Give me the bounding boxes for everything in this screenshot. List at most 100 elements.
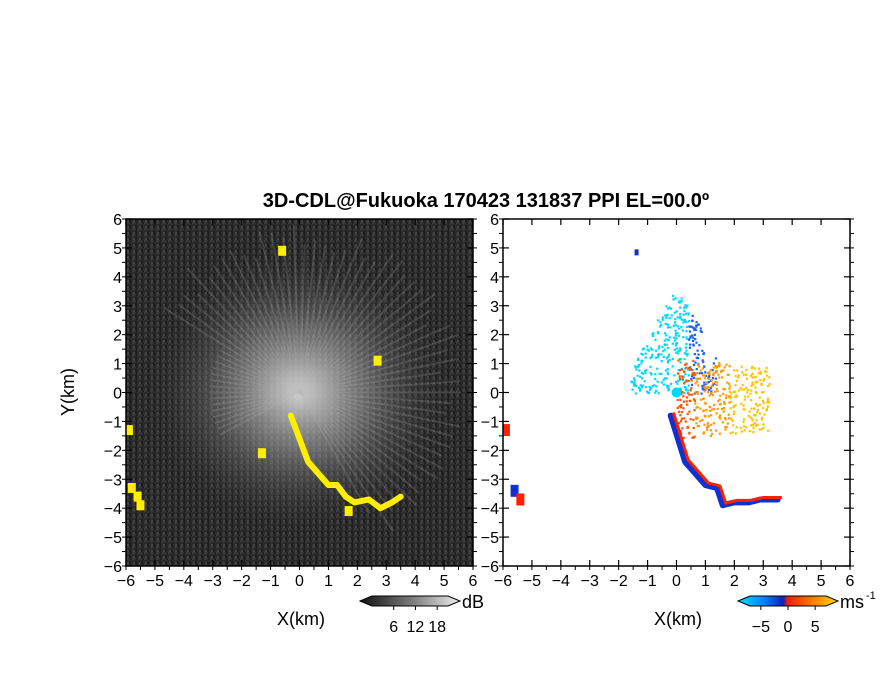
velocity-pixel xyxy=(665,316,668,319)
velocity-pixel xyxy=(633,379,636,382)
velocity-pixel xyxy=(746,391,749,394)
velocity-pixel xyxy=(710,379,713,382)
velocity-pixel xyxy=(697,377,700,380)
velocity-pixel xyxy=(650,373,653,376)
velocity-pixel xyxy=(641,377,644,380)
velocity-pixel xyxy=(704,374,707,377)
velocity-pixel xyxy=(750,398,753,402)
y-tick-label: 2 xyxy=(490,328,499,345)
velocity-pixel xyxy=(754,381,757,384)
velocity-pixel xyxy=(692,359,695,363)
velocity-pixel xyxy=(728,417,731,420)
velocity-pixel xyxy=(704,371,707,374)
velocity-pixel xyxy=(728,385,731,388)
velocity-pixel xyxy=(714,371,718,374)
velocity-pixel xyxy=(718,363,721,366)
velocity-pixel xyxy=(723,407,726,410)
velocity-pixel xyxy=(714,377,717,380)
velocity-pixel xyxy=(688,399,691,403)
velocity-pixel xyxy=(735,395,738,398)
velocity-pixel xyxy=(666,346,669,350)
velocity-pixel xyxy=(707,376,710,380)
velocity-pixel xyxy=(698,365,701,368)
velocity-pixel xyxy=(667,338,670,342)
y-tick-label: −3 xyxy=(481,472,499,489)
velocity-pixel xyxy=(733,395,736,398)
velocity-pixel xyxy=(657,347,661,350)
echo-ray xyxy=(299,380,461,394)
velocity-pixel xyxy=(733,410,736,413)
velocity-pixel xyxy=(711,394,715,397)
echo-ray xyxy=(299,391,444,470)
echo-ray xyxy=(298,240,317,393)
velocity-pixel xyxy=(768,401,771,404)
velocity-pixel xyxy=(702,352,706,355)
velocity-pixel xyxy=(705,408,708,412)
velocity-pixel xyxy=(676,352,679,355)
velocity-pixel xyxy=(674,334,677,337)
velocity-pixel xyxy=(703,384,706,387)
velocity-pixel xyxy=(703,377,706,380)
velocity-pixel xyxy=(692,363,696,367)
velocity-pixel xyxy=(743,388,746,391)
velocity-pixel xyxy=(640,362,643,365)
velocity-pixel xyxy=(734,432,738,435)
velocity-pixel xyxy=(646,390,649,393)
radial-rays xyxy=(163,224,461,533)
velocity-pixel xyxy=(690,393,693,396)
velocity-pixel xyxy=(721,421,725,424)
velocity-pixel xyxy=(745,426,748,429)
velocity-pixel xyxy=(671,294,675,297)
velocity-pixel xyxy=(681,318,684,321)
velocity-pixel xyxy=(766,384,770,388)
velocity-pixel xyxy=(649,387,653,390)
velocity-pixel xyxy=(678,421,681,425)
velocity-pixel xyxy=(718,398,721,401)
velocity-pixel xyxy=(677,359,680,362)
velocity-pixel xyxy=(682,400,685,403)
velocity-pixel xyxy=(752,427,755,430)
velocity-pixel xyxy=(709,434,712,438)
y-tick-label: 4 xyxy=(490,270,499,287)
velocity-pixel xyxy=(684,389,688,392)
velocity-pixel xyxy=(644,352,647,355)
velocity-speck xyxy=(634,249,639,256)
velocity-pixel xyxy=(717,373,720,376)
y-tick-label: −4 xyxy=(104,501,122,518)
echo-ray xyxy=(219,349,300,394)
echo-ray xyxy=(298,391,420,494)
velocity-pixel xyxy=(694,382,697,385)
velocity-pixel xyxy=(751,376,755,379)
velocity-pixel xyxy=(729,396,732,400)
velocity-pixel xyxy=(663,348,666,351)
echo-ray xyxy=(298,243,306,393)
velocity-pixel xyxy=(681,375,684,378)
velocity-pixel xyxy=(728,382,731,385)
velocity-pixel xyxy=(758,396,761,399)
velocity-pixel xyxy=(703,388,707,392)
velocity-pixel xyxy=(750,389,753,392)
velocity-pixel xyxy=(675,310,678,313)
y-tick-label: 0 xyxy=(490,386,499,403)
velocity-pixel xyxy=(679,398,682,401)
velocity-pixel xyxy=(678,375,681,378)
velocity-pixel xyxy=(649,371,652,375)
velocity-pixel xyxy=(723,400,726,403)
velocity-pixel xyxy=(715,429,718,432)
velocity-pixel xyxy=(694,328,697,331)
x-tick-label: −1 xyxy=(638,573,656,590)
y-tick-label: 3 xyxy=(113,299,122,316)
velocity-streak-recede xyxy=(672,412,783,505)
echo-ray xyxy=(213,265,301,394)
velocity-pixel xyxy=(680,326,683,329)
velocity-pixel xyxy=(678,327,681,330)
velocity-pixel xyxy=(676,382,679,385)
velocity-pixel xyxy=(688,338,691,341)
velocity-pixel xyxy=(670,314,673,317)
velocity-pixel xyxy=(684,363,687,366)
velocity-pixel xyxy=(652,334,655,338)
velocity-pixel xyxy=(651,385,654,388)
velocity-pixel xyxy=(668,316,671,319)
velocity-pixel xyxy=(708,377,711,381)
velocity-pixel xyxy=(643,380,646,383)
